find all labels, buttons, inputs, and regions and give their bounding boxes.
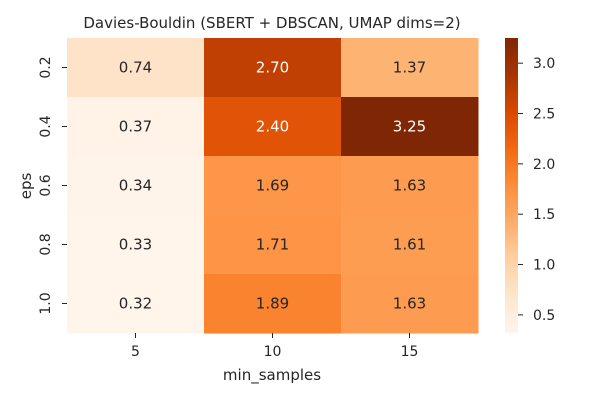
y-tick-label: 1.0 [38,292,54,314]
cell-value-label: 0.37 [119,118,152,136]
x-tick-label: 5 [131,344,140,360]
heatmap-cell [341,38,479,98]
cell-value-label: 0.33 [119,236,152,254]
cell-value-label: 0.32 [119,295,152,313]
x-tick-label: 10 [264,344,282,360]
heatmap-cell [67,156,205,216]
heatmap-cell [204,38,342,98]
cell-value-label: 1.63 [393,177,426,195]
heatmap-cell [67,215,205,275]
cell-value-label: 0.34 [119,177,152,195]
cell-value-label: 3.25 [393,118,426,136]
heatmap-cell [204,156,342,216]
cell-value-label: 2.40 [256,118,289,136]
heatmap-cell [67,274,205,334]
colorbar-tick-label: 1.0 [533,258,555,274]
cell-value-label: 0.74 [119,59,152,77]
heatmap-cell [204,97,342,157]
colorbar-tick-label: 2.0 [533,157,555,173]
cell-value-label: 1.63 [393,295,426,313]
colorbar-tick-label: 0.5 [533,308,555,324]
y-tick-label: 0.2 [38,56,54,78]
cell-value-label: 1.37 [393,59,426,77]
x-axis-label: min_samples [223,366,321,385]
cell-value-label: 1.69 [256,177,289,195]
heatmap-cell [67,97,205,157]
colorbar-tick-label: 2.5 [533,107,555,123]
cell-value-label: 2.70 [256,59,289,77]
colorbar-tick-label: 3.0 [533,56,555,72]
chart-title: Davies-Bouldin (SBERT + DBSCAN, UMAP dim… [83,14,460,32]
heatmap-cell [67,38,205,98]
heatmap-cell [341,156,479,216]
heatmap-cell [341,215,479,275]
heatmap-cell [341,274,479,334]
cell-value-label: 1.89 [256,295,289,313]
y-axis-label: eps [17,173,35,200]
y-tick-label: 0.6 [38,174,54,196]
cell-value-label: 1.71 [256,236,289,254]
heatmap-cell [204,215,342,275]
colorbar-tick-label: 1.5 [533,207,555,223]
heatmap-cell [341,97,479,157]
colorbar [505,38,518,333]
y-tick-label: 0.4 [38,115,54,137]
x-tick-label: 15 [401,344,419,360]
cell-value-label: 1.61 [393,236,426,254]
y-tick-label: 0.8 [38,233,54,255]
heatmap-cell [204,274,342,334]
